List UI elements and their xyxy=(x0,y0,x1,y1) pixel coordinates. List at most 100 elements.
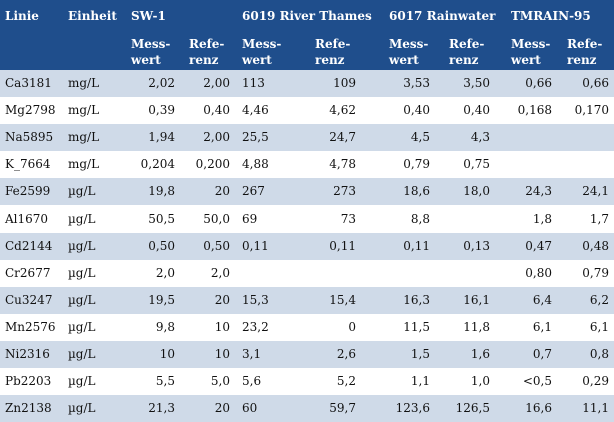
cell-einheit: µg/L xyxy=(68,265,96,280)
cell-value: 0,40 xyxy=(203,103,230,118)
cell-value: 1,7 xyxy=(589,211,609,226)
cell-value: 9,8 xyxy=(155,319,175,334)
cell-value: 2,0 xyxy=(210,265,230,280)
cell-value: 0,66 xyxy=(582,76,609,90)
cell-value: 21,3 xyxy=(148,401,175,416)
cell-value: 1,94 xyxy=(148,130,175,145)
cell-linie: Pb2203 xyxy=(5,374,52,389)
cell-value: 0,79 xyxy=(582,265,609,280)
cell-value: 0,11 xyxy=(403,238,430,253)
cell-value: 0,47 xyxy=(525,238,552,253)
cell-value: 19,5 xyxy=(148,292,175,307)
cell-linie: Cu3247 xyxy=(5,292,53,307)
cell-linie: Na5895 xyxy=(5,130,54,145)
cell-value: 113 xyxy=(242,76,265,90)
cell-value: 5,0 xyxy=(210,374,230,389)
cell-value: 18,6 xyxy=(403,184,430,199)
cell-value: 0,40 xyxy=(403,103,430,118)
cell-value: 0,204 xyxy=(140,157,175,172)
table-row: Na5895 mg/L 1,94 2,00 25,5 24,7 4,5 4,3 xyxy=(0,124,614,152)
cell-value: 8,8 xyxy=(410,211,430,226)
cell-einheit: µg/L xyxy=(68,292,96,307)
cell-linie: Ni2316 xyxy=(5,347,50,361)
cell-value: 4,78 xyxy=(329,157,356,172)
cell-value: 0,11 xyxy=(242,238,269,253)
cell-value: 0,7 xyxy=(532,347,552,361)
cell-value: 0,8 xyxy=(589,347,609,361)
cell-value: 10 xyxy=(214,347,230,361)
cell-einheit: µg/L xyxy=(68,184,96,199)
cell-einheit: µg/L xyxy=(68,238,96,253)
header-referenz: Refe- renz xyxy=(567,37,603,67)
cell-value: 25,5 xyxy=(242,130,269,145)
cell-value: 0,39 xyxy=(148,103,175,118)
table-row: Ca3181 mg/L 2,02 2,00 113 109 3,53 3,50 0,66 0,66 xyxy=(0,70,614,97)
header-messwert: Mess- wert xyxy=(242,37,282,67)
cell-value: 11,8 xyxy=(463,319,490,334)
cell-einheit: mg/L xyxy=(68,157,100,172)
cell-value: 4,46 xyxy=(242,103,269,118)
header-referenz: Refe- renz xyxy=(449,37,485,67)
cell-value: 50,0 xyxy=(203,211,230,226)
cell-value: 11,1 xyxy=(582,401,609,416)
cell-value: 267 xyxy=(242,184,265,199)
table-row: K_7664 mg/L 0,204 0,200 4,88 4,78 0,79 0,75 xyxy=(0,151,614,179)
cell-value: 2,00 xyxy=(203,130,230,145)
cell-value: 10 xyxy=(214,319,230,334)
cell-value: 16,6 xyxy=(525,401,552,416)
cell-value: 0 xyxy=(348,319,356,334)
cell-linie: Al1670 xyxy=(5,211,49,226)
cell-value: 16,1 xyxy=(463,292,490,307)
cell-value: 3,53 xyxy=(403,76,430,90)
cell-value: 50,5 xyxy=(148,211,175,226)
cell-value: 2,02 xyxy=(148,76,175,90)
table-row: Al1670 µg/L 50,5 50,0 69 73 8,8 1,8 1,7 xyxy=(0,205,614,233)
cell-value: 0,79 xyxy=(403,157,430,172)
cell-value: 0,200 xyxy=(195,157,230,172)
header-messwert: Mess- wert xyxy=(131,37,171,67)
cell-value: 0,13 xyxy=(463,238,490,253)
cell-value: 20 xyxy=(214,184,230,199)
header-referenz: Refe- renz xyxy=(189,37,225,67)
cell-value: 0,75 xyxy=(463,157,490,172)
cell-value: 0,66 xyxy=(525,76,552,90)
cell-value: 4,5 xyxy=(410,130,430,145)
cell-einheit: µg/L xyxy=(68,319,96,334)
cell-value: 0,29 xyxy=(582,374,609,389)
cell-value: 2,6 xyxy=(336,347,356,361)
cell-value: 6,1 xyxy=(589,319,609,334)
cell-value: 123,6 xyxy=(395,401,430,416)
cell-value: 0,170 xyxy=(574,103,609,118)
table-row: Zn2138 µg/L 21,3 20 60 59,7 123,6 126,5 16,6 11,1 xyxy=(0,395,614,422)
header-group-tmrain: TMRAIN-95 xyxy=(511,9,591,23)
cell-value: 1,8 xyxy=(532,211,552,226)
table-row: Cd2144 µg/L 0,50 0,50 0,11 0,11 0,11 0,13 0,47 0,… xyxy=(0,232,614,260)
cell-value: 0,50 xyxy=(148,238,175,253)
table-row: Ni2316 µg/L 10 10 3,1 2,6 1,5 1,6 0,7 0,8 xyxy=(0,341,614,368)
cell-value: 69 xyxy=(242,211,258,226)
cell-value: 24,3 xyxy=(525,184,552,199)
cell-value: 16,3 xyxy=(403,292,430,307)
cell-einheit: µg/L xyxy=(68,347,96,361)
cell-value: 126,5 xyxy=(455,401,490,416)
cell-linie: Ca3181 xyxy=(5,76,52,90)
cell-value: 3,1 xyxy=(242,347,262,361)
cell-linie: Mg2798 xyxy=(5,103,56,118)
table-row: Cr2677 µg/L 2,0 2,0 0,80 0,79 xyxy=(0,259,614,287)
cell-value: 273 xyxy=(333,184,356,199)
cell-einheit: mg/L xyxy=(68,103,100,118)
cell-linie: Cr2677 xyxy=(5,265,51,280)
cell-value: 11,5 xyxy=(403,319,430,334)
header-messwert: Mess- wert xyxy=(511,37,551,67)
table-row: Fe2599 µg/L 19,8 20 267 273 18,6 18,0 24,3 24,1 xyxy=(0,178,614,206)
cell-value: 2,00 xyxy=(203,76,230,90)
header-einheit: Einheit xyxy=(68,9,117,23)
cell-value: 2,0 xyxy=(155,265,175,280)
cell-value: 10 xyxy=(159,347,175,361)
cell-value: 0,50 xyxy=(203,238,230,253)
cell-value: 1,1 xyxy=(410,374,430,389)
header-referenz: Refe- renz xyxy=(315,37,351,67)
header-group-rainwater: 6017 Rainwater xyxy=(389,9,496,23)
cell-value: 59,7 xyxy=(329,401,356,416)
